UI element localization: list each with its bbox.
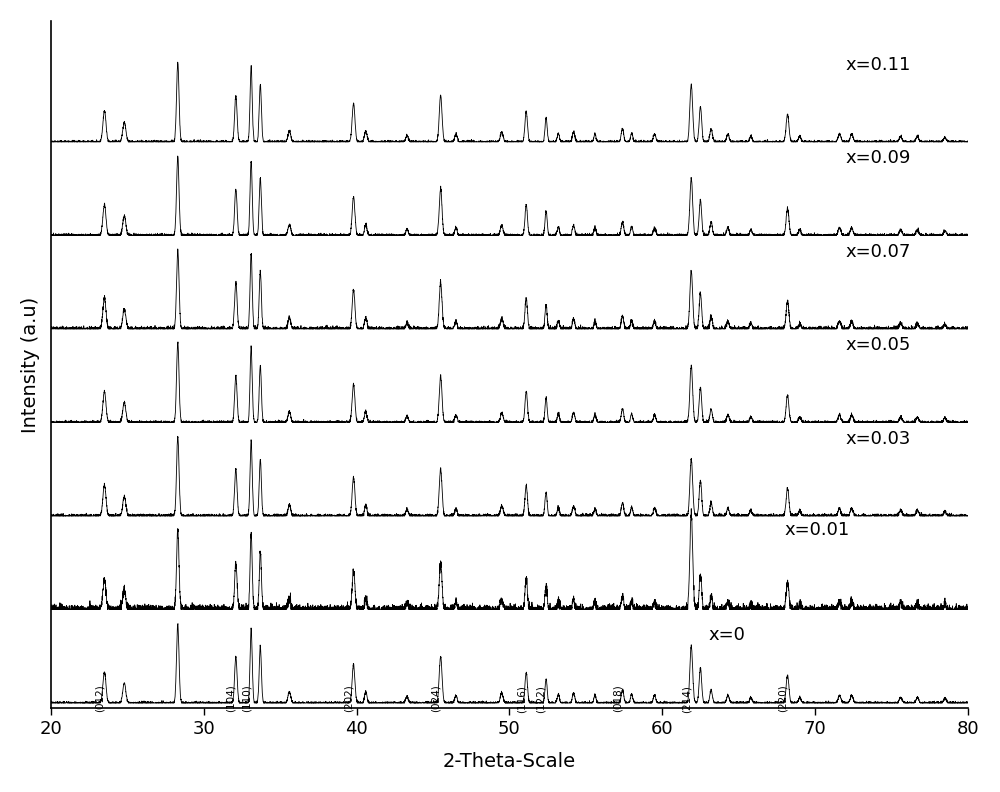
Text: x=0.01: x=0.01 (784, 521, 850, 539)
Text: x=0.07: x=0.07 (846, 243, 911, 261)
Text: x=0.11: x=0.11 (846, 56, 911, 74)
Text: x=0.03: x=0.03 (846, 430, 911, 448)
Text: (110): (110) (241, 685, 251, 713)
Text: (122): (122) (536, 684, 546, 713)
Text: (012): (012) (94, 685, 104, 713)
Text: (202): (202) (344, 685, 354, 713)
Text: x=0: x=0 (708, 626, 745, 644)
Text: (018): (018) (612, 685, 622, 713)
Text: (024): (024) (431, 685, 441, 713)
Text: (214): (214) (681, 684, 691, 713)
X-axis label: 2-Theta-Scale: 2-Theta-Scale (443, 752, 576, 771)
Y-axis label: Intensity (a.u): Intensity (a.u) (21, 296, 40, 432)
Text: (104): (104) (226, 685, 236, 713)
Text: x=0.09: x=0.09 (846, 150, 911, 167)
Text: (116): (116) (516, 684, 526, 713)
Text: x=0.05: x=0.05 (846, 337, 911, 354)
Text: (220): (220) (778, 685, 788, 713)
